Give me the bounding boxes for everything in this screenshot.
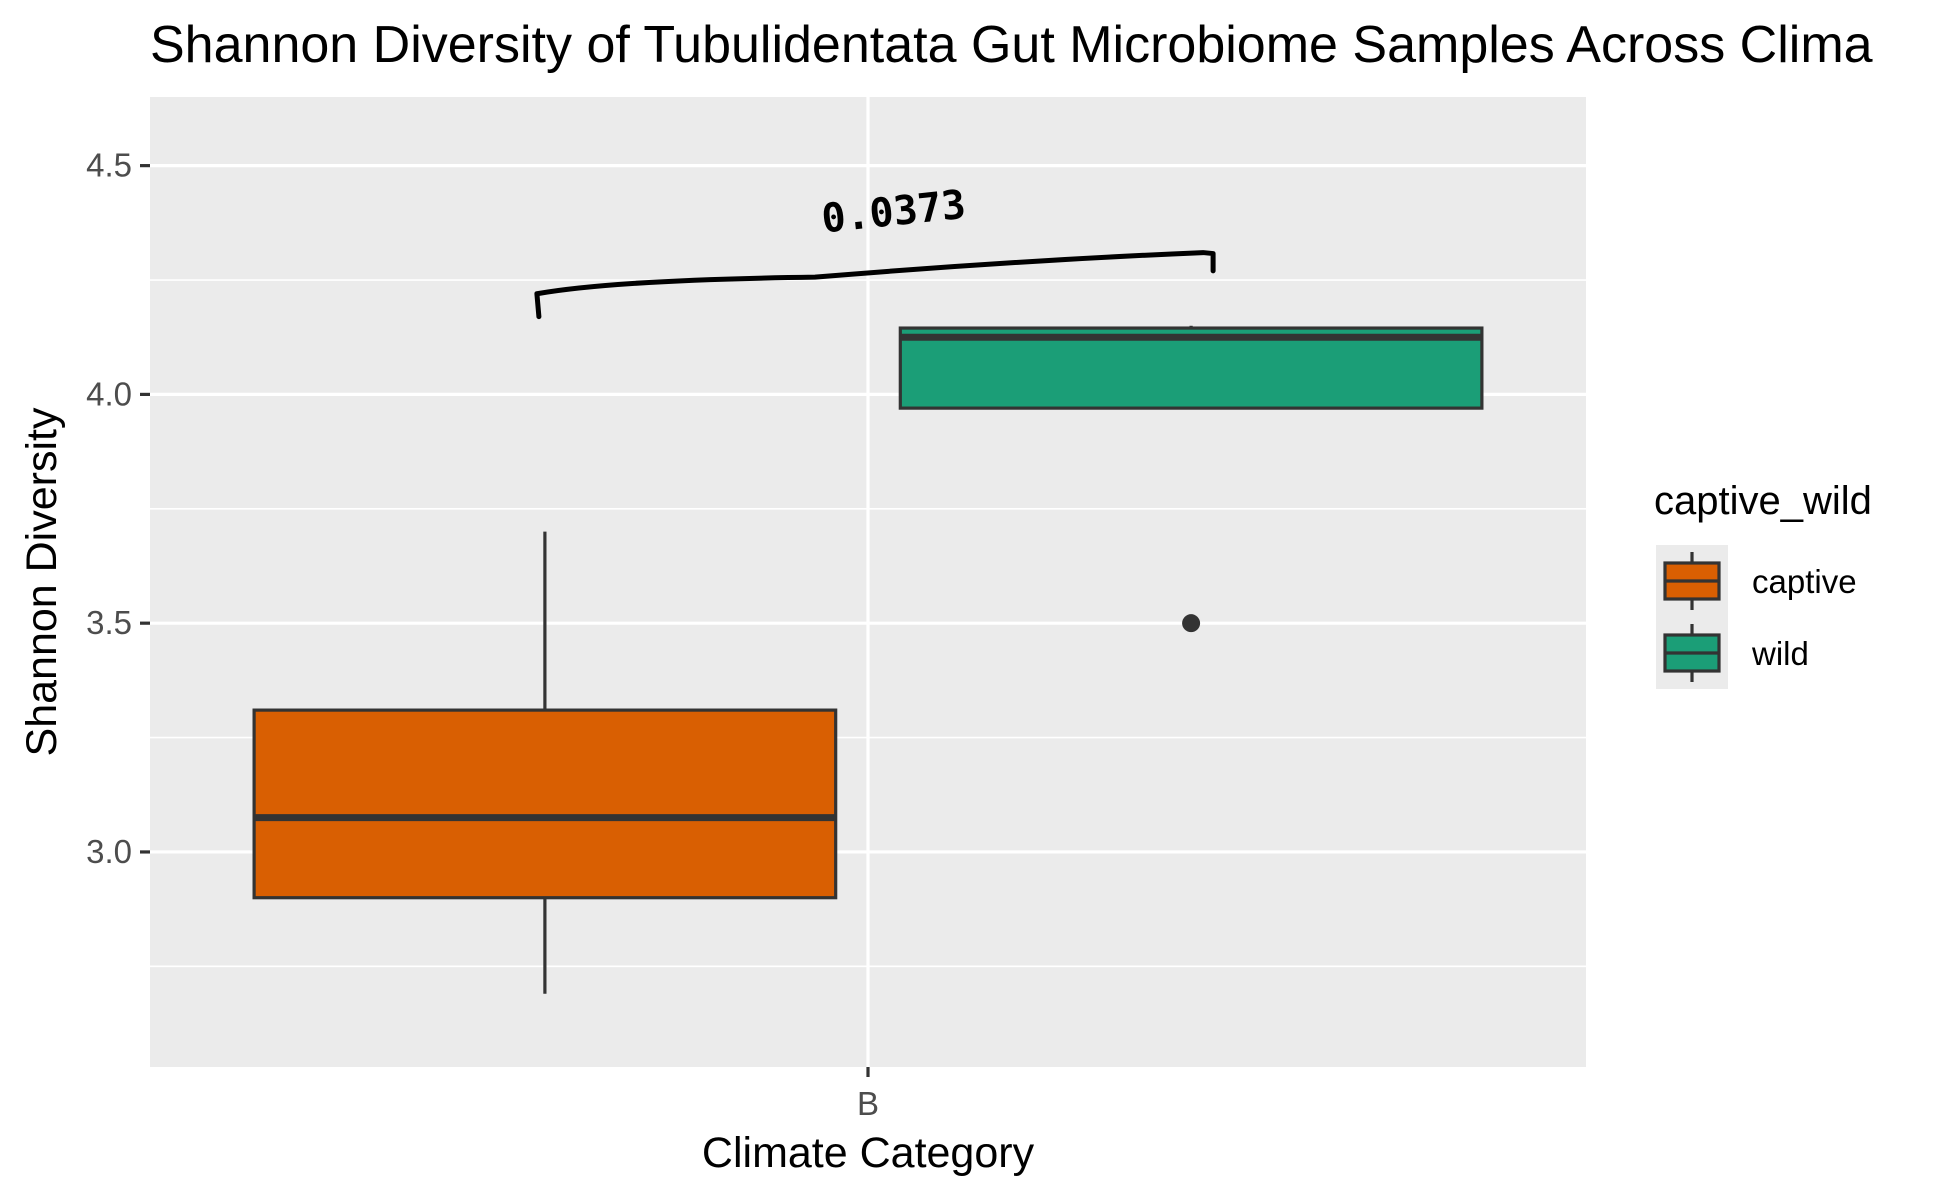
legend-item-captive: captive xyxy=(1663,552,1857,610)
y-tick-label-0: 3.0 xyxy=(86,833,132,870)
axis-layer: 3.0 3.5 4.0 4.5 B xyxy=(86,147,879,1122)
box-body-captive xyxy=(252,708,838,900)
x-axis-title: Climate Category xyxy=(702,1129,1035,1177)
box-wild xyxy=(898,325,1484,633)
legend-label-captive: captive xyxy=(1752,563,1857,600)
legend-item-wild: wild xyxy=(1663,624,1809,682)
y-tick-label-2: 4.0 xyxy=(86,375,132,412)
box-captive xyxy=(252,531,838,994)
legend: captive_wild captive wild xyxy=(1654,479,1872,689)
box-body-wild xyxy=(898,326,1484,410)
significance-bracket-0 xyxy=(534,250,1216,320)
box-layer xyxy=(252,325,1484,994)
legend-label-wild: wild xyxy=(1751,635,1809,672)
legend-title: captive_wild xyxy=(1654,479,1872,523)
outlier-point-wild-0 xyxy=(1182,614,1201,633)
y-tick-label-3: 4.5 xyxy=(86,147,132,184)
y-tick-label-1: 3.5 xyxy=(86,604,132,641)
x-tick-label-0: B xyxy=(857,1085,879,1122)
legend-items: captive wild xyxy=(1656,545,1857,689)
chart-title: Shannon Diversity of Tubulidentata Gut M… xyxy=(150,16,1873,74)
y-axis-title: Shannon Diversity xyxy=(18,407,66,756)
